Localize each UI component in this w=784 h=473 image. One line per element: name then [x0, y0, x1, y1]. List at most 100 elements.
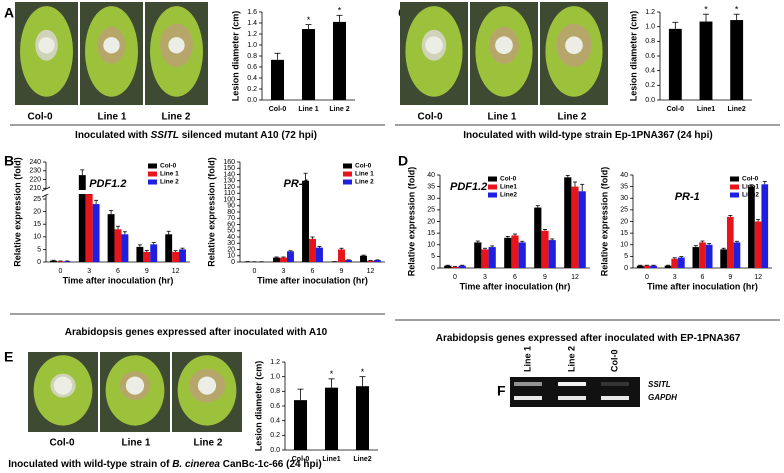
bar: [451, 266, 459, 268]
bar: [338, 249, 345, 262]
y-tick-label: 0.8: [645, 38, 655, 45]
significance-mark: *: [307, 15, 311, 25]
bar: [761, 184, 769, 268]
x-axis-label: Time after inoculation (hr): [63, 275, 174, 285]
y-tick-label: 30: [620, 195, 628, 202]
x-tick-label: Col-0: [667, 106, 685, 113]
x-tick-label: 0: [253, 268, 257, 275]
y-axis-label: Relative expression (fold): [206, 157, 216, 267]
y-tick-label: 0.6: [645, 53, 655, 60]
y-axis-label: Relative expression (fold): [599, 167, 609, 277]
y-tick-label: 35: [427, 183, 435, 190]
photo-label: Line 1: [122, 438, 151, 449]
bar: [165, 234, 173, 262]
band: [514, 396, 542, 400]
y-tick-label: 15: [427, 230, 435, 237]
legend-label: Line1: [742, 184, 759, 191]
y-tick-label: 40: [227, 234, 235, 241]
legend-label: Line 1: [160, 171, 179, 178]
bar: [270, 59, 285, 100]
bar: [179, 249, 186, 262]
y-tick-label: 20: [33, 208, 41, 215]
x-tick-label: 6: [701, 274, 705, 281]
y-tick-label: 0.6: [247, 64, 257, 71]
y-tick-label: 30: [427, 195, 435, 202]
bar: [301, 29, 316, 100]
bar: [136, 246, 144, 262]
bar: [754, 221, 762, 268]
y-tick-label: 40: [427, 172, 435, 179]
bar: [518, 242, 526, 268]
y-tick-label: 140: [223, 171, 235, 178]
bar: [172, 251, 180, 262]
legend-swatch: [488, 184, 497, 190]
bar: [309, 238, 316, 262]
y-tick-label: 0: [431, 265, 435, 272]
y-tick-label: 0.4: [247, 75, 257, 82]
y-tick-label: 1.0: [270, 374, 280, 381]
y-tick-label: 0.0: [247, 97, 257, 104]
bar: [78, 175, 86, 262]
bar: [504, 237, 512, 268]
y-tick-label: 240: [29, 159, 41, 166]
y-tick-label: 120: [223, 184, 235, 191]
panel-label: D: [398, 153, 408, 169]
agar-plug: [103, 37, 120, 54]
bar: [668, 28, 682, 100]
significance-mark: *: [704, 5, 708, 15]
x-axis-label: Time after inoculation (hr): [257, 275, 368, 285]
x-tick-label: Line 1: [298, 106, 318, 113]
y-tick-label: 110: [224, 190, 235, 197]
x-tick-label: 12: [367, 268, 375, 275]
x-tick-label: Line2: [728, 106, 746, 113]
y-axis-label: Relative expression (fold): [406, 167, 416, 277]
x-tick-label: 6: [116, 268, 120, 275]
legend-label: Col-0: [742, 176, 759, 183]
bar: [720, 249, 727, 268]
band: [601, 382, 629, 386]
y-tick-label: 0.4: [270, 418, 280, 425]
bar: [344, 260, 352, 262]
y-tick-label: 5: [37, 246, 41, 253]
y-tick-label: 35: [620, 183, 628, 190]
photo-label: Line 2: [162, 112, 191, 123]
y-tick-label: 15: [620, 230, 628, 237]
legend-swatch: [343, 171, 352, 177]
legend-swatch: [488, 176, 497, 182]
y-tick-label: 80: [227, 209, 235, 216]
y-tick-label: 25: [33, 196, 41, 203]
y-tick-label: 150: [223, 165, 235, 172]
y-tick-label: 1.0: [645, 24, 655, 31]
bar: [650, 265, 657, 268]
x-tick-label: 12: [172, 268, 180, 275]
legend-label: Line1: [500, 184, 517, 191]
caption-part: SSITL: [151, 130, 179, 141]
agar-plug: [125, 376, 145, 395]
bar: [50, 260, 57, 262]
bar: [458, 265, 466, 268]
y-tick-label: 1.4: [247, 20, 257, 27]
y-tick-label: 10: [33, 234, 41, 241]
band: [514, 382, 542, 386]
panel-label: F: [497, 383, 506, 399]
y-tick-label: 100: [223, 196, 235, 203]
bar: [56, 261, 64, 262]
y-tick-label: 1.2: [645, 9, 655, 16]
legend-swatch: [343, 179, 352, 185]
x-tick-label: 9: [145, 268, 149, 275]
y-tick-label: 0: [37, 259, 41, 266]
x-tick-label: 3: [282, 268, 286, 275]
y-tick-label: 10: [227, 253, 235, 260]
agar-plug: [425, 36, 443, 55]
caption-part: Inoculated with wild-type strain of: [8, 459, 172, 470]
y-tick-label: 70: [227, 215, 235, 222]
bar: [367, 260, 374, 262]
legend-label: Line2: [500, 192, 517, 199]
bar: [534, 207, 542, 268]
photo-label: Col-0: [50, 438, 75, 449]
y-tick-label: 0: [231, 259, 235, 266]
bar: [315, 247, 323, 262]
lane-label: Line 2: [566, 346, 576, 372]
y-tick-label: 0.8: [247, 53, 257, 60]
legend-label: Col-0: [355, 163, 372, 170]
